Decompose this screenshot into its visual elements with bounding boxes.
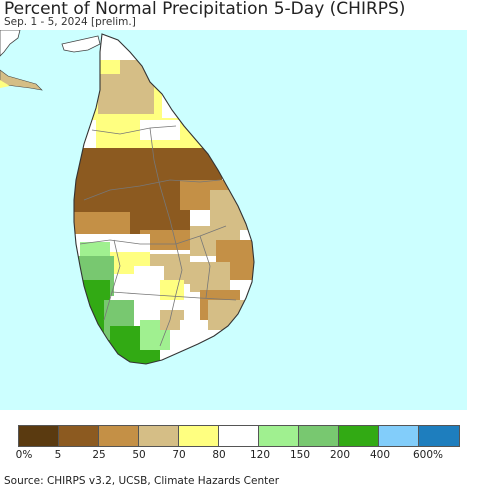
legend-label: 25 bbox=[92, 449, 106, 461]
map-svg bbox=[0, 30, 467, 410]
legend-swatch bbox=[19, 426, 59, 446]
legend-label: 50 bbox=[132, 449, 146, 461]
legend-swatch bbox=[179, 426, 219, 446]
india-coast bbox=[0, 30, 21, 57]
precipitation-map bbox=[0, 30, 467, 410]
legend-bar bbox=[18, 425, 460, 447]
legend-label: 5 bbox=[54, 449, 62, 461]
map-title: Percent of Normal Precipitation 5-Day (C… bbox=[4, 0, 406, 19]
legend-label: 120 bbox=[249, 449, 271, 461]
legend-labels: 0% 5 25 50 70 80 120 150 200 400 600% bbox=[0, 449, 480, 463]
legend-label: 400 bbox=[369, 449, 391, 461]
legend-swatch bbox=[59, 426, 99, 446]
india-tip-yellow bbox=[0, 80, 10, 88]
legend-swatch bbox=[339, 426, 379, 446]
legend-label: 150 bbox=[289, 449, 311, 461]
legend-label: 600% bbox=[412, 449, 444, 461]
legend-swatch bbox=[99, 426, 139, 446]
legend-swatch bbox=[219, 426, 259, 446]
island-outline bbox=[73, 33, 255, 365]
legend-swatch bbox=[379, 426, 419, 446]
province-boundaries bbox=[79, 125, 237, 347]
legend-label: 0% bbox=[15, 449, 33, 461]
legend-label: 80 bbox=[212, 449, 226, 461]
legend-swatch bbox=[259, 426, 299, 446]
legend-label: 70 bbox=[172, 449, 186, 461]
legend-label: 200 bbox=[329, 449, 351, 461]
map-subtitle: Sep. 1 - 5, 2024 [prelim.] bbox=[4, 16, 136, 28]
legend-swatch bbox=[139, 426, 179, 446]
jaffna-islands bbox=[61, 35, 101, 53]
source-credit: Source: CHIRPS v3.2, UCSB, Climate Hazar… bbox=[4, 475, 280, 487]
legend-swatch bbox=[299, 426, 339, 446]
legend-swatch bbox=[419, 426, 459, 446]
